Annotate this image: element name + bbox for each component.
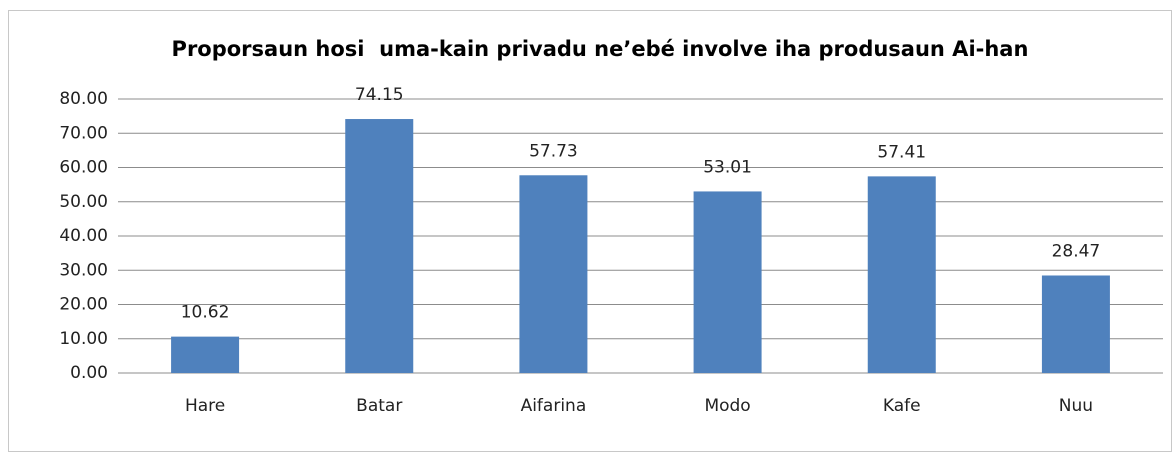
bar xyxy=(519,175,588,373)
bar xyxy=(867,176,936,373)
y-tick-label: 0.00 xyxy=(70,363,108,383)
x-tick-label: Hare xyxy=(185,396,225,416)
y-tick-label: 50.00 xyxy=(59,192,108,212)
y-tick-label: 10.00 xyxy=(59,329,108,349)
data-label: 57.73 xyxy=(529,141,578,161)
bar xyxy=(1041,275,1110,373)
chart-title: Proporsaun hosi uma-kain privadu ne’ebé … xyxy=(172,37,1029,61)
bar xyxy=(345,119,414,373)
chart-frame xyxy=(8,10,1172,452)
x-tick-label: Aifarina xyxy=(521,396,587,416)
y-tick-label: 40.00 xyxy=(59,226,108,246)
bar xyxy=(693,191,762,373)
data-label: 57.41 xyxy=(877,142,926,162)
x-tick-label: Nuu xyxy=(1059,396,1093,416)
data-label: 53.01 xyxy=(703,157,752,177)
data-label: 74.15 xyxy=(355,85,404,105)
y-tick-label: 80.00 xyxy=(59,89,108,109)
y-tick-label: 30.00 xyxy=(59,260,108,280)
y-tick-label: 70.00 xyxy=(59,123,108,143)
y-tick-label: 60.00 xyxy=(59,158,108,178)
data-label: 28.47 xyxy=(1052,241,1101,261)
y-tick-label: 20.00 xyxy=(59,295,108,315)
bar xyxy=(171,336,240,373)
x-tick-label: Modo xyxy=(704,396,750,416)
x-tick-label: Kafe xyxy=(883,396,921,416)
x-tick-label: Batar xyxy=(356,396,402,416)
data-label: 10.62 xyxy=(181,303,230,323)
